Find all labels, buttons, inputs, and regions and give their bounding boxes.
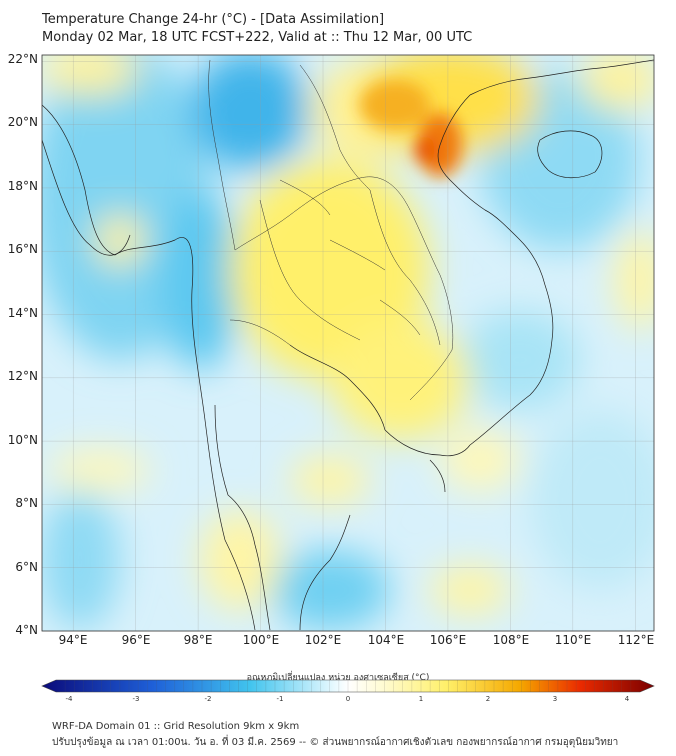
lat-label-4: 4°N (15, 623, 38, 637)
chart-title: Temperature Change 24-hr (°C) - [Data As… (42, 12, 385, 27)
coastline-borders (42, 59, 654, 631)
lon-label-112: 112°E (617, 633, 655, 647)
lon-label-100: 100°E (242, 633, 280, 647)
lat-label-12: 12°N (7, 369, 38, 383)
lon-label-96: 96°E (121, 633, 151, 647)
lon-label-94: 94°E (58, 633, 88, 647)
colorbar-tick-1: 1 (418, 695, 424, 703)
colorbar-tick-0: 0 (345, 695, 351, 703)
colorbar-tick-neg2: -2 (204, 695, 212, 703)
colorbar-tick-2: 2 (485, 695, 491, 703)
colorbar (41, 679, 655, 693)
lat-label-8: 8°N (15, 496, 38, 510)
footer-credit: ปรับปรุงข้อมูล ณ เวลา 01:00น. วัน อ. ที่… (52, 737, 619, 748)
colorbar-tick-neg3: -3 (132, 695, 140, 703)
temperature-field (42, 55, 654, 631)
lon-label-102: 102°E (304, 633, 342, 647)
lon-label-110: 110°E (554, 633, 592, 647)
lat-label-14: 14°N (7, 306, 38, 320)
colorbar-tick-3: 3 (552, 695, 558, 703)
colorbar-label: อุณหภูมิเปลี่ยนแปลง หน่วย องศาเซลเซียส (… (246, 673, 430, 683)
admin-borders (208, 59, 454, 401)
lat-label-22: 22°N (7, 52, 38, 66)
colorbar-tick-neg4: -4 (65, 695, 73, 703)
lat-label-18: 18°N (7, 179, 38, 193)
lat-label-10: 10°N (7, 433, 38, 447)
lon-label-98: 98°E (183, 633, 213, 647)
lon-label-108: 108°E (492, 633, 530, 647)
map-frame (41, 54, 655, 632)
lat-label-20: 20°N (7, 115, 38, 129)
lon-label-104: 104°E (367, 633, 405, 647)
lon-label-106: 106°E (429, 633, 467, 647)
lat-label-6: 6°N (15, 560, 38, 574)
footer-resolution: WRF-DA Domain 01 :: Grid Resolution 9km … (52, 721, 300, 732)
colorbar-tick-4: 4 (624, 695, 630, 703)
lat-label-16: 16°N (7, 242, 38, 256)
chart-subtitle: Monday 02 Mar, 18 UTC FCST+222, Valid at… (42, 30, 473, 45)
colorbar-tick-neg1: -1 (276, 695, 284, 703)
